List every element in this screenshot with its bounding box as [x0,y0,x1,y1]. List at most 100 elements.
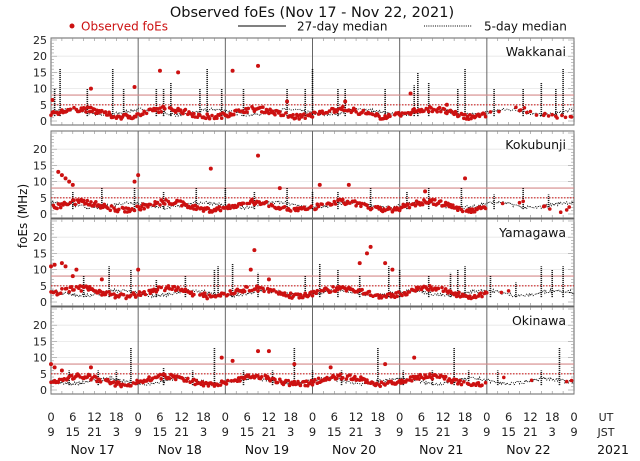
observed-point [180,203,184,208]
x-tick-label-ut: 12 [349,410,364,424]
observed-point [333,202,338,206]
observed-point [226,293,230,297]
observed-point [278,110,282,114]
observed-point [227,203,231,208]
x-tick-label-jst: 21 [349,425,364,439]
y-axis-label: foEs (MHz) [16,184,30,248]
observed-point [208,166,213,171]
observed-point [499,290,504,295]
observed-point [81,198,86,203]
x-tick-label-ut: 12 [174,410,189,424]
observed-point [256,153,261,158]
observed-point [203,291,207,296]
observed-point [313,110,317,115]
observed-point [440,285,444,290]
observed-point [442,107,447,112]
observed-point [132,84,137,89]
observed-point [383,261,388,266]
observed-point [288,291,293,296]
observed-point [262,289,266,294]
observed-point [316,376,321,381]
observed-point [218,294,223,298]
observed-point [72,105,76,110]
observed-point [328,290,333,294]
observed-point [378,384,383,389]
y-tick-label: 0 [40,384,47,397]
observed-point [133,295,138,299]
day-label: Nov 21 [419,442,463,457]
x-tick-label-jst: 15 [414,425,429,439]
observed-point [67,290,71,294]
observed-point [285,99,290,104]
observed-point [460,209,465,214]
x-tick-label-ut: 0 [483,410,490,424]
observed-point [272,288,276,292]
observed-point [63,176,68,181]
observed-point [310,383,315,387]
observed-point [327,109,332,113]
x-tick-label-jst: 3 [374,425,381,439]
observed-point [406,202,410,206]
observed-point [207,116,212,121]
observed-point [55,206,59,211]
observed-point [436,286,441,291]
observed-point [108,208,113,213]
observed-point [546,114,551,118]
observed-point [348,373,352,377]
observed-point [178,108,183,112]
observed-point [462,380,466,384]
y-tick-label: 20 [33,50,47,63]
observed-point [480,294,484,299]
observed-point [245,110,249,114]
panels: 0 5 10 15 20 25 Wakkanai 0 5 10 15 20 Kokubunji 0 5 10 1… [33,34,575,397]
y-tick-label: 20 [33,143,47,156]
observed-point [443,374,448,379]
jst-row-label: JST [597,426,615,439]
observed-point [176,285,180,290]
observed-point [482,112,487,116]
observed-point [155,200,160,205]
observed-point [59,261,64,266]
x-tick-label-ut: 0 [570,410,577,424]
observed-point [430,377,435,381]
observed-point [256,63,261,68]
observed-point [451,203,455,207]
station-label: Kokubunji [505,137,566,152]
x-tick-label-jst: 3 [549,425,556,439]
observed-point [417,377,421,381]
observed-point [138,207,143,212]
observed-point [313,377,317,382]
panel-kokubunji: 0 5 10 15 20 Kokubunji [33,130,575,221]
chart-title: Observed foEs (Nov 17 - Nov 22, 2021) [170,5,454,21]
observed-point [136,267,141,272]
observed-point [250,197,254,202]
observed-point [412,355,417,360]
y-tick-label: 15 [33,247,47,260]
observed-point [483,380,488,385]
observed-point [472,209,477,214]
x-tick-label-jst: 21 [87,425,102,439]
observed-point [543,111,547,116]
x-tick-label-jst: 21 [262,425,277,439]
observed-point [155,288,160,292]
observed-point [79,289,84,293]
observed-point [273,377,277,382]
observed-point [59,173,64,178]
observed-point [413,203,418,208]
observed-point [136,173,141,178]
observed-point [85,198,90,203]
observed-point [528,109,533,114]
x-tick-label-jst: 9 [309,425,316,439]
y-tick-label: 10 [33,83,47,96]
observed-point [147,375,151,379]
observed-point [72,198,76,202]
observed-point [205,296,209,301]
x-tick-label-jst: 15 [327,425,342,439]
observed-point [567,205,571,209]
y-tick-label: 20 [33,231,47,244]
observed-point [52,110,57,115]
observed-point [132,208,137,213]
x-tick-label-ut: 6 [418,410,425,424]
observed-point [256,289,260,293]
observed-points [49,244,511,301]
